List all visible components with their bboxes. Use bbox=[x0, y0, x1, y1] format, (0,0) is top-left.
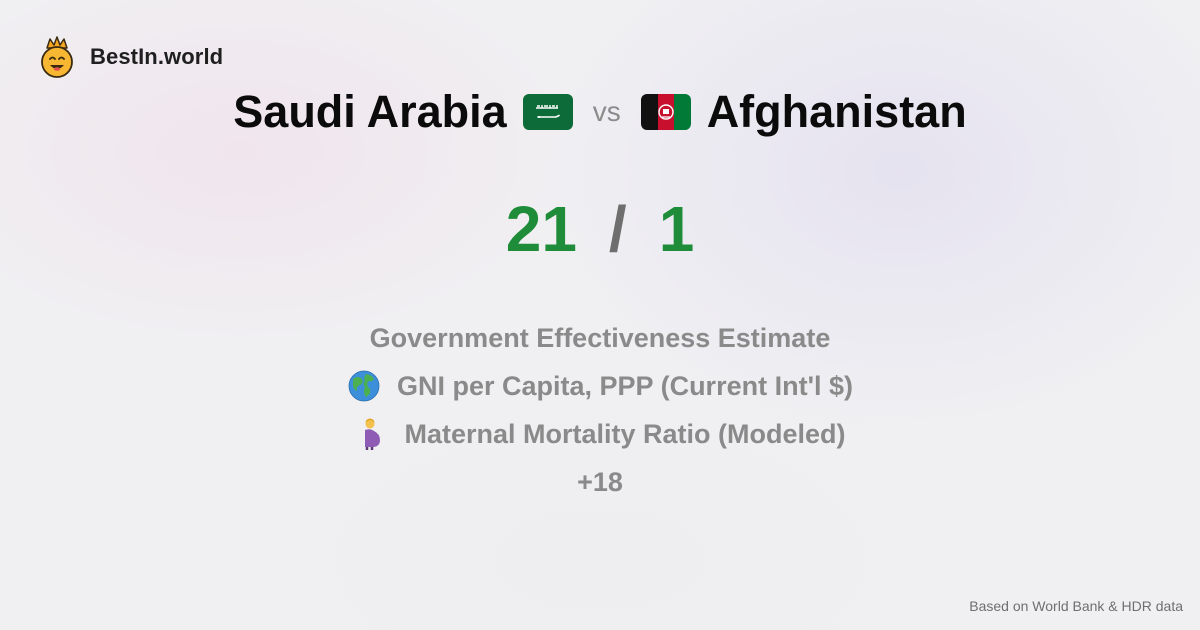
globe-icon bbox=[348, 370, 380, 402]
comparison-title: Saudi Arabia vs Afghanistan bbox=[0, 86, 1200, 138]
vs-label: vs bbox=[592, 96, 621, 127]
country-b-score: 1 bbox=[658, 193, 695, 265]
pregnant-woman-icon bbox=[365, 418, 381, 450]
data-source-note: Based on World Bank & HDR data bbox=[969, 598, 1183, 614]
more-metrics-count: +18 bbox=[577, 466, 623, 497]
metric-label: GNI per Capita, PPP (Current Int'l $) bbox=[397, 370, 853, 401]
country-a-score: 21 bbox=[505, 193, 577, 265]
crowned-smiley-icon bbox=[41, 36, 73, 78]
brand-name: BestIn.world bbox=[90, 44, 224, 69]
metrics-list: Government Effectiveness Estimate GNI pe… bbox=[0, 314, 1200, 506]
afghanistan-flag-icon bbox=[640, 94, 691, 130]
metric-item: Government Effectiveness Estimate bbox=[370, 314, 831, 362]
metric-label: Maternal Mortality Ratio (Modeled) bbox=[404, 418, 846, 449]
saudi-arabia-flag-icon bbox=[522, 94, 573, 130]
country-a-name: Saudi Arabia bbox=[233, 86, 507, 137]
brand[interactable]: BestIn.world bbox=[38, 36, 223, 78]
metric-item: Maternal Mortality Ratio (Modeled) bbox=[354, 410, 846, 458]
score-separator: / bbox=[608, 193, 627, 265]
country-b-name: Afghanistan bbox=[706, 86, 967, 137]
metric-label: Government Effectiveness Estimate bbox=[369, 322, 831, 353]
metric-item: GNI per Capita, PPP (Current Int'l $) bbox=[347, 362, 853, 410]
score-row: 21 / 1 bbox=[0, 192, 1200, 266]
